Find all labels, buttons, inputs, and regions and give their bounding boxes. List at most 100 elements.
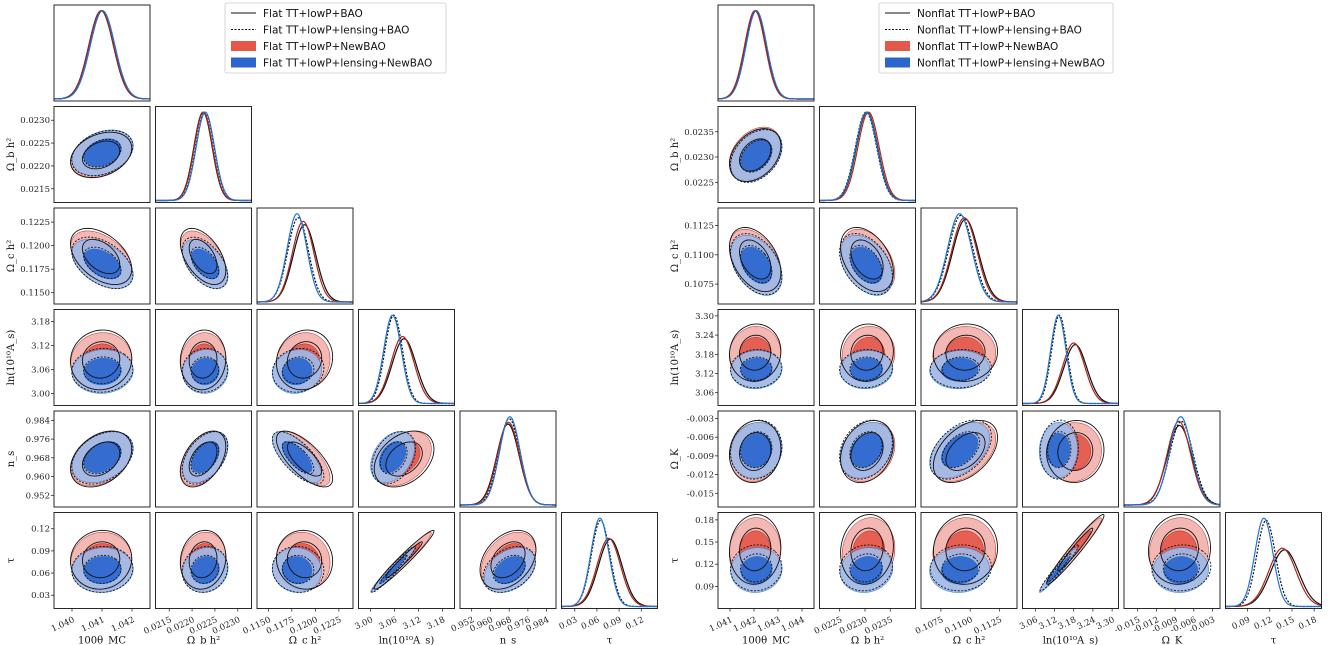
contour-3-1 [740,556,773,585]
contour-0-1 [945,527,986,572]
marginal-curve-2 [1022,342,1119,405]
y-tick-label: 0.1175 [20,265,50,275]
marginal-curve-1 [1225,519,1322,608]
x-tick-label: 0.1100 [943,615,974,637]
x-tick-label: 1.041 [708,615,734,634]
y-tick-label: 0.1150 [20,289,50,299]
cell-frame [155,207,252,305]
cell-frame [819,410,916,508]
contour-left-3-1 [155,309,252,406]
contour-0-1 [850,432,884,471]
cell-frame [1022,512,1119,609]
legend-label: Flat TT+lowP+lensing+BAO [263,25,409,37]
marginal-curve-1 [718,10,814,100]
x-tick-label: 3.24 [1076,615,1097,632]
contour-1-0 [839,419,893,480]
contour-1-1 [740,553,773,583]
contour-1-1 [190,356,220,385]
marginal-curve-1 [819,111,916,202]
contour-0-0 [70,430,133,488]
marginal-curve-0 [358,338,455,405]
contour-1-0 [1039,419,1079,480]
marginal-curve-2 [921,217,1017,303]
cell-frame [358,512,455,609]
contour-1-1 [849,245,883,284]
cell-frame [53,309,151,406]
contour-0-0 [179,329,227,391]
cell-frame [53,106,151,203]
contour-0-0 [840,514,894,585]
contour-0-0 [479,529,537,590]
cell-frame [717,4,815,102]
contour-1-1 [190,246,220,280]
x-axis-label: 100θ_MC [78,636,126,645]
contour-0-1 [81,341,121,379]
y-tick-label: -0.003 [687,414,714,424]
contour-1-0 [371,545,417,593]
y-axis-label: ln(10¹⁰A_s) [670,330,681,386]
y-tick-label: 0.03 [31,591,50,601]
legend-swatch [885,57,910,68]
marginal-curve-1 [358,314,455,405]
legend-right: Nonflat TT+lowP+BAO Nonflat TT+lowP+lensi… [878,2,1114,74]
marginal-curve-1 [1124,420,1220,506]
legend-label: Flat TT+lowP+BAO [263,8,363,20]
contour-1-0 [71,236,134,290]
x-tick-label: 3.18 [425,615,446,632]
y-tick-label: 0.15 [695,538,714,548]
marginal-curve-0 [460,423,556,506]
x-axis-label: Ω_K [1162,636,1183,645]
contour-0-1 [188,541,218,579]
contour-left-4-2 [256,410,354,508]
contour-0-1 [945,432,986,471]
marginal-curve-0 [54,10,150,100]
contour-0-1 [1160,527,1199,572]
marginal-right-1-1 [819,106,916,203]
x-tick-label: 3.06 [377,615,398,632]
contour-0-1 [385,441,423,477]
marginal-curve-3 [257,213,353,303]
contour-0-1 [188,441,218,477]
marginal-curve-3 [155,111,252,202]
contour-0-0 [1046,420,1105,484]
x-tick-label: 0.0235 [863,615,894,637]
contour-3-1 [378,556,407,585]
cell-frame [155,309,252,406]
y-tick-label: 0.968 [26,454,50,464]
y-tick-label: 0.0225 [684,178,714,188]
contour-1-0 [371,431,417,485]
marginal-left-3-3 [358,309,455,406]
contour-3-1 [191,357,220,386]
contour-1-0 [181,431,229,485]
contour-0-0 [840,323,894,382]
contour-0-0 [932,514,998,585]
contour-1-1 [83,138,122,168]
contour-1-0 [730,544,783,592]
x-tick-label: 1.042 [110,615,136,634]
contour-0-0 [275,329,334,391]
y-tick-label: 0.0230 [684,153,714,163]
y-axis-label: Ω_b h² [6,138,17,171]
y-tick-label: 0.952 [26,491,50,501]
cell-frame [717,410,815,508]
x-tick-label: 0.1125 [973,615,1004,637]
marginal-right-4-4 [1123,410,1221,508]
contour-3-1 [1046,556,1071,585]
marginal-left-5-5: 0.03 0.06 0.09 0.12 τ [558,512,658,645]
contour-0-1 [739,239,772,280]
y-tick-label: 0.984 [26,416,50,426]
x-tick-label: 1.040 [50,615,76,634]
contour-1-1 [83,441,122,475]
contour-0-1 [850,239,884,280]
cell-frame [459,512,557,609]
contour-1-1 [1047,553,1072,583]
contour-0-1 [81,238,121,275]
contour-3-1 [281,556,313,585]
x-tick-label: 3.12 [401,615,422,632]
marginal-curve-1 [155,111,252,202]
contour-3-1 [1163,556,1199,585]
y-tick-label: -0.015 [687,489,714,499]
contour-0-1 [1057,432,1094,471]
